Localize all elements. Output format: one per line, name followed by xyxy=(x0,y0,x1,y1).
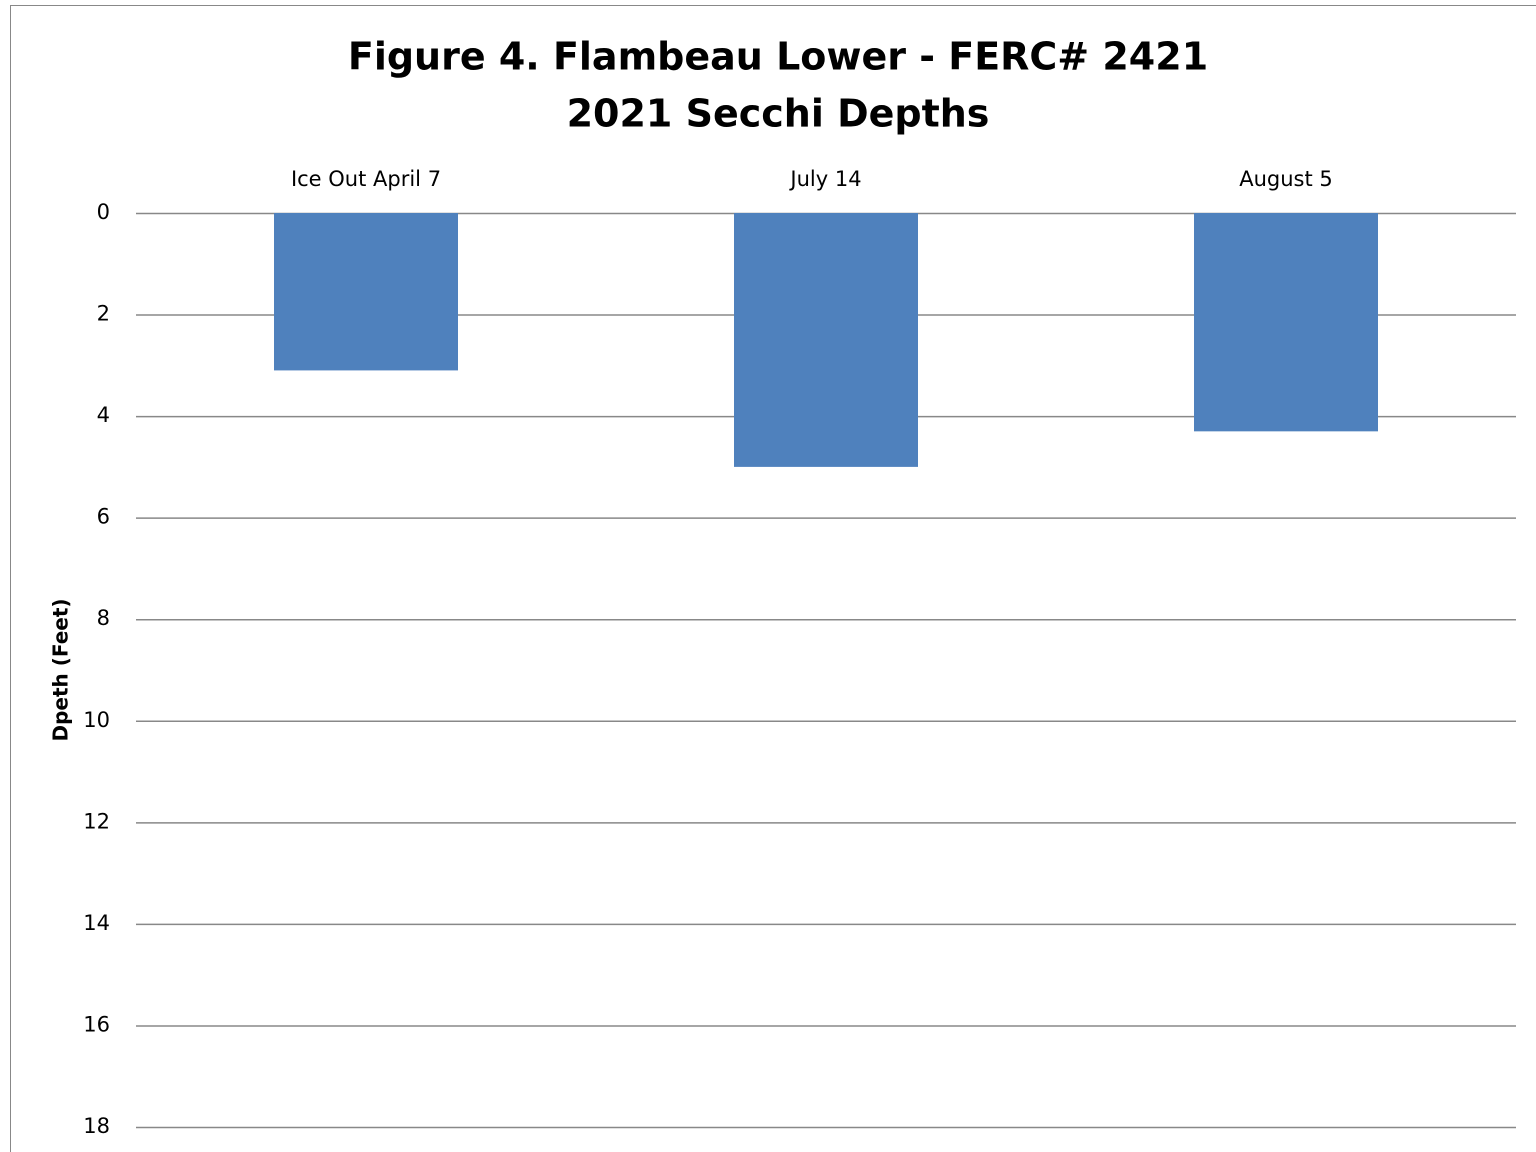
bar xyxy=(734,213,918,467)
x-tick-label: August 5 xyxy=(1239,167,1333,191)
y-tick-label: 2 xyxy=(97,302,110,326)
y-tick-label: 4 xyxy=(97,403,110,427)
x-tick-label: Ice Out April 7 xyxy=(291,167,441,191)
x-tick-label: July 14 xyxy=(788,167,861,191)
chart-frame xyxy=(10,5,1536,1152)
chart-title: Figure 4. Flambeau Lower - FERC# 2421 xyxy=(348,35,1208,79)
y-tick-label: 12 xyxy=(83,809,110,833)
y-tick-label: 0 xyxy=(97,200,110,224)
y-tick-label: 10 xyxy=(83,708,110,732)
y-tick-label: 8 xyxy=(97,606,110,630)
y-tick-label: 14 xyxy=(83,911,110,935)
y-tick-label: 18 xyxy=(83,1114,110,1138)
y-axis-title: Dpeth (Feet) xyxy=(49,598,73,741)
bar xyxy=(274,213,458,371)
bar xyxy=(1194,213,1378,432)
y-tick-label: 16 xyxy=(83,1012,110,1036)
y-tick-label: 6 xyxy=(97,505,110,529)
chart-subtitle: 2021 Secchi Depths xyxy=(567,92,990,136)
